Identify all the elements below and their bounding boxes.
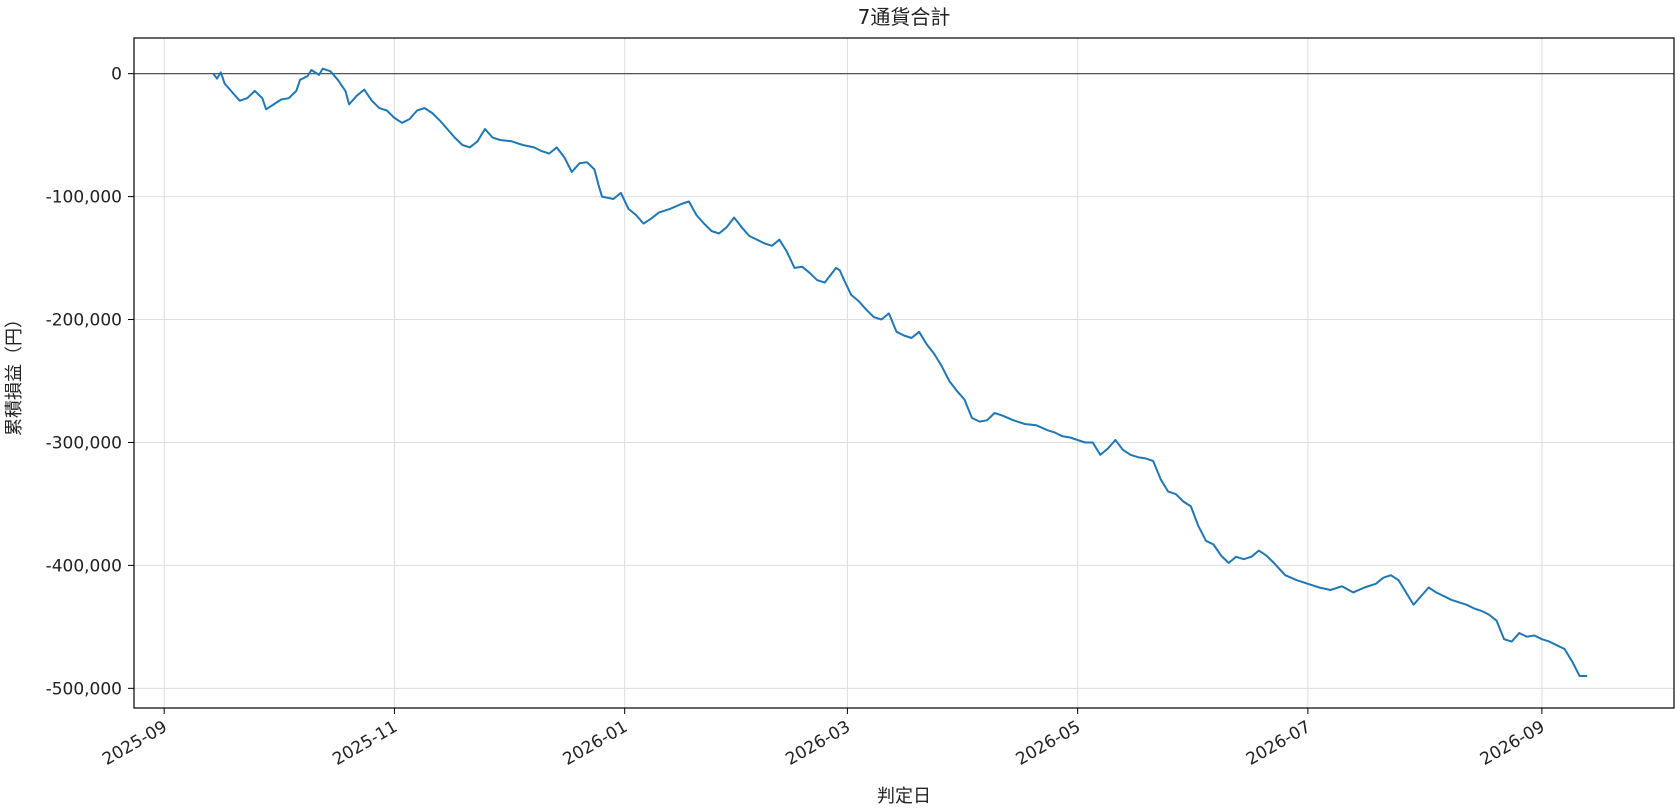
y-axis-title: 累積損益（円）: [4, 310, 25, 436]
chart-title: 7通貨合計: [858, 5, 951, 29]
y-tick-label: -400,000: [46, 556, 122, 576]
y-tick-label: -300,000: [46, 433, 122, 453]
x-axis-title: 判定日: [877, 786, 931, 807]
y-tick-label: 0: [111, 65, 122, 85]
series-group: [212, 67, 1588, 677]
y-axis: 0 -100,000 -200,000 -300,000 -400,000 -500,00…: [46, 65, 134, 699]
grid-lines: [134, 38, 1674, 708]
y-tick-label: -200,000: [46, 311, 122, 331]
plot-frame: [133, 37, 1675, 709]
series-line: [212, 67, 1588, 677]
y-tick-label: -100,000: [46, 188, 122, 208]
y-tick-label: -500,000: [46, 679, 122, 699]
